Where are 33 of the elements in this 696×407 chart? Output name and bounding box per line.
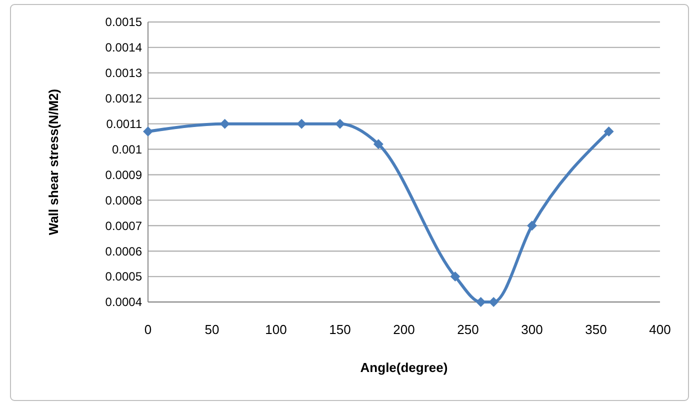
- point: [296, 118, 307, 129]
- y-tick-label: 0.0009: [105, 168, 142, 182]
- x-tick-label: 300: [521, 322, 543, 337]
- x-tick-label: 250: [457, 322, 479, 337]
- y-tick-label: 0.0008: [105, 193, 142, 208]
- y-tick-label: 0.0005: [105, 270, 142, 284]
- y-tick-label: 0.0006: [105, 244, 142, 258]
- point: [488, 297, 499, 307]
- point: [220, 118, 230, 129]
- y-tick-label: 0.0004: [105, 295, 142, 310]
- x-tick-label: 350: [585, 322, 607, 337]
- x-tick-label: 50: [204, 322, 220, 337]
- point: [604, 126, 614, 136]
- x-axis-title: Angle(degree): [360, 360, 448, 375]
- y-tick-label: 0.0015: [105, 15, 142, 30]
- y-tick-label: 0.0013: [105, 66, 142, 80]
- point: [373, 139, 384, 150]
- x-tick-label: 100: [265, 322, 287, 337]
- y-axis-title: Wall shear stress(N/M2): [46, 88, 61, 236]
- y-tick-label: 0.0011: [106, 117, 142, 132]
- point: [450, 272, 460, 282]
- x-tick-label: 0: [144, 322, 152, 337]
- point: [335, 118, 345, 129]
- point: [527, 220, 537, 231]
- y-tick-label: 0.0014: [105, 40, 142, 55]
- x-tick-label: 400: [649, 322, 671, 337]
- point: [476, 297, 486, 307]
- y-tick-label: 0.001: [112, 142, 142, 156]
- x-tick-label: 200: [393, 322, 415, 337]
- point: [143, 126, 153, 136]
- x-tick-label: 150: [329, 322, 351, 337]
- y-tick-label: 0.0007: [105, 218, 142, 233]
- y-tick-label: 0.0012: [105, 92, 142, 106]
